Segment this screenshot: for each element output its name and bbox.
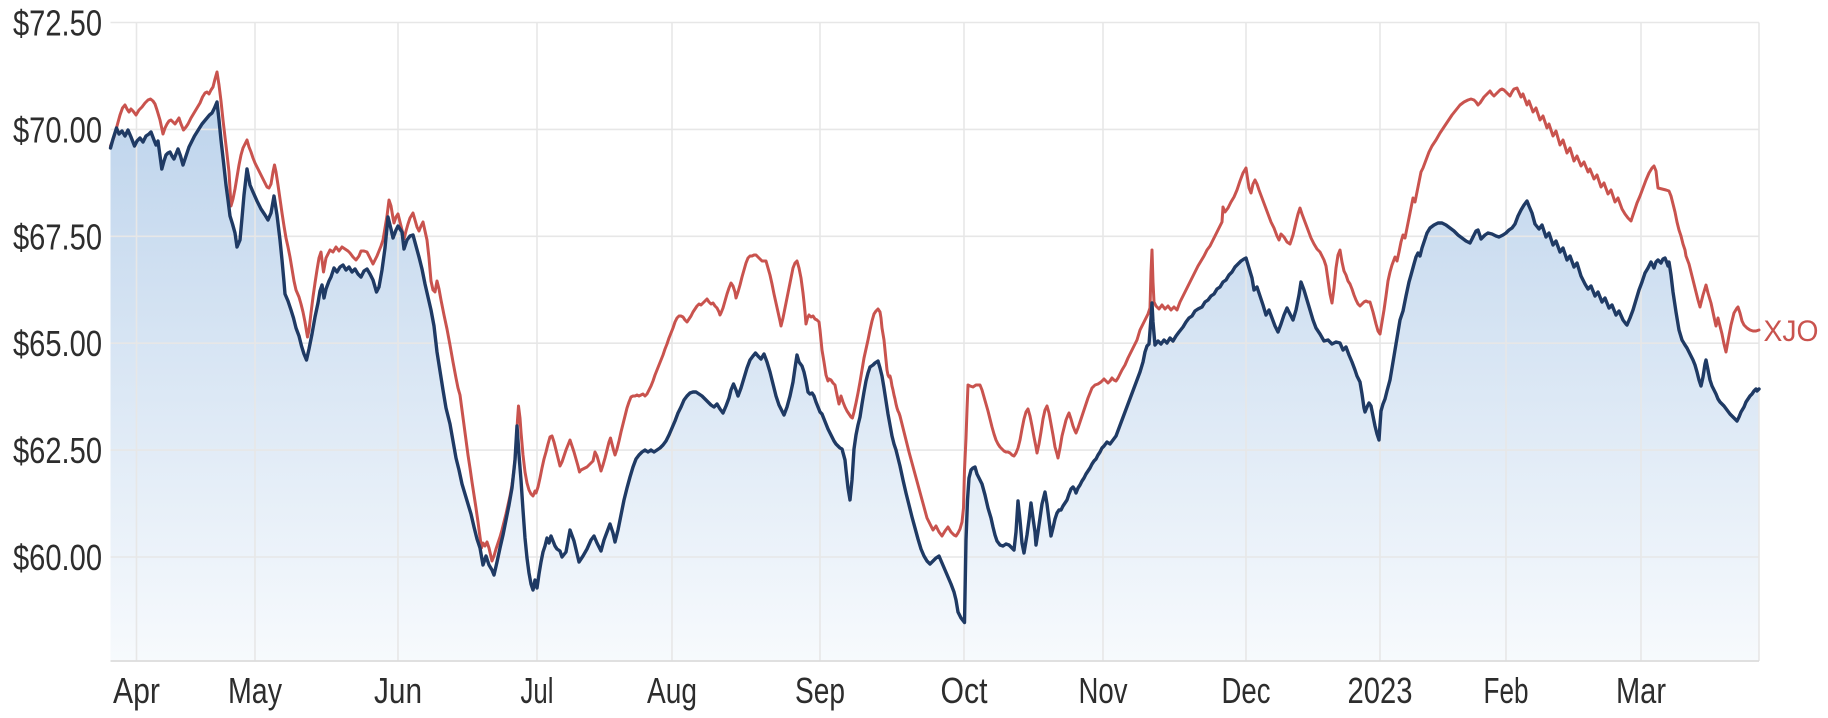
svg-text:$60.00: $60.00 — [13, 537, 102, 578]
svg-text:$67.50: $67.50 — [13, 216, 102, 257]
svg-text:Sep: Sep — [795, 670, 845, 711]
svg-text:May: May — [228, 670, 282, 711]
svg-text:Mar: Mar — [1616, 670, 1666, 711]
svg-text:$72.50: $72.50 — [13, 3, 102, 44]
svg-text:Oct: Oct — [941, 670, 988, 711]
svg-text:Nov: Nov — [1079, 670, 1128, 711]
svg-text:Aug: Aug — [647, 670, 697, 711]
svg-text:2023: 2023 — [1348, 670, 1413, 711]
svg-text:Jul: Jul — [521, 670, 554, 711]
svg-text:Feb: Feb — [1484, 670, 1529, 711]
svg-text:Dec: Dec — [1222, 670, 1271, 711]
svg-text:Apr: Apr — [113, 670, 160, 711]
svg-text:Jun: Jun — [374, 670, 422, 711]
svg-text:XJO: XJO — [1764, 315, 1819, 348]
svg-text:$70.00: $70.00 — [13, 109, 102, 150]
svg-text:$62.50: $62.50 — [13, 430, 102, 471]
svg-text:$65.00: $65.00 — [13, 323, 102, 364]
